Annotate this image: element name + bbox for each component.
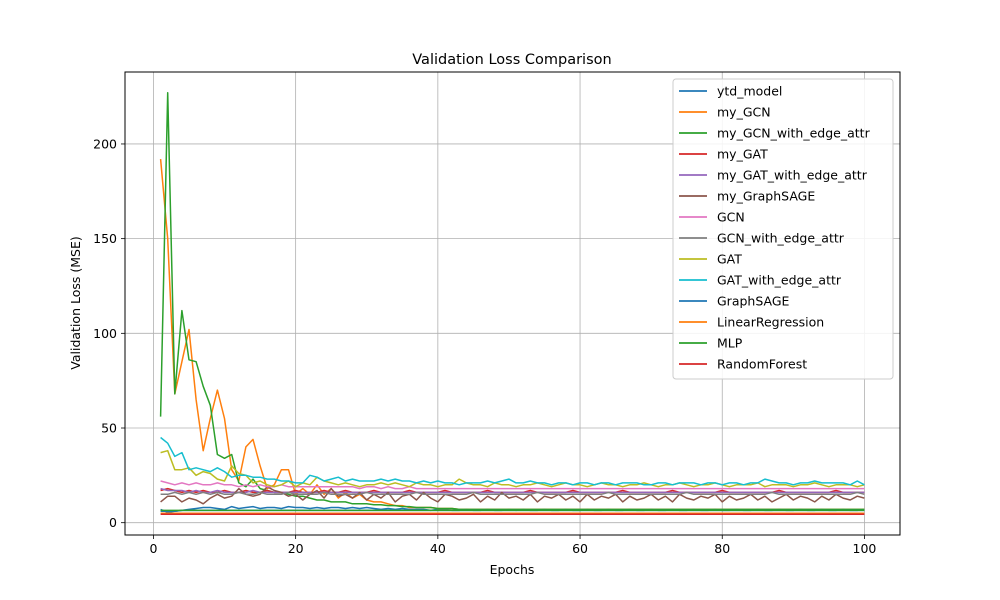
legend-label: my_GAT_with_edge_attr — [717, 168, 868, 183]
plot-frame — [124, 71, 901, 536]
x-tick-label: 100 — [853, 541, 877, 556]
legend-label: ytd_model — [717, 84, 782, 99]
legend-label: GAT_with_edge_attr — [717, 273, 842, 288]
x-axis-label: Epochs — [490, 562, 535, 577]
legend: ytd_model my_GCN my_GCN_with_edge_attr my_G… — [672, 78, 894, 380]
x-tick-label: 60 — [572, 541, 588, 556]
series-lines — [159, 92, 865, 515]
legend-label: GAT — [717, 252, 742, 267]
series-line-my_GraphSAGE — [160, 485, 865, 505]
y-tick-label: 150 — [93, 231, 117, 246]
legend-label: GCN_with_edge_attr — [717, 231, 845, 246]
y-tick-label: 100 — [93, 326, 117, 341]
legend-label: my_GCN_with_edge_attr — [717, 126, 871, 141]
legend-label: GCN — [717, 210, 745, 225]
legend-label: MLP — [717, 336, 743, 351]
y-tick-label: 200 — [93, 136, 117, 151]
series-line-my_GAT_with_edge_attr — [160, 487, 865, 494]
series-line-GAT_with_edge_attr — [160, 436, 865, 486]
x-tick-label: 40 — [430, 541, 446, 556]
x-tick-label: 80 — [714, 541, 730, 556]
x-tick-label: 0 — [149, 541, 157, 556]
series-line-GCN_with_edge_attr — [160, 491, 865, 496]
legend-label: my_GCN — [717, 105, 771, 120]
y-tick-label: 0 — [109, 515, 117, 530]
series-line-GAT — [160, 449, 865, 488]
y-axis-label: Validation Loss (MSE) — [68, 236, 83, 369]
x-tick-label: 20 — [288, 541, 304, 556]
legend-box — [672, 78, 894, 380]
legend-label: LinearRegression — [717, 315, 824, 330]
legend-label: my_GraphSAGE — [717, 189, 815, 204]
chart-title: Validation Loss Comparison — [412, 52, 611, 68]
legend-label: GraphSAGE — [717, 294, 790, 309]
y-tick-label: 50 — [101, 421, 117, 436]
legend-label: my_GAT — [717, 147, 768, 162]
legend-label: RandomForest — [717, 357, 807, 372]
axis-ticks: 0 20 40 60 80 100 0 50 100 150 200 — [93, 136, 876, 556]
